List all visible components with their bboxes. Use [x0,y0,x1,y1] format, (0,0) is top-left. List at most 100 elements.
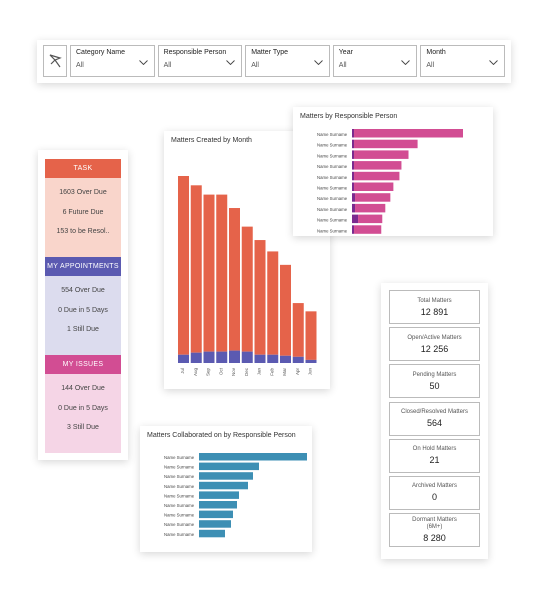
kpi-value: 12 891 [420,306,449,317]
x-tick-label: Mar [282,367,287,375]
kpi-label: Pending Matters [412,371,457,378]
issue-item[interactable]: 0 Due in 5 Days [58,404,108,412]
bar-segment [203,351,215,363]
bar [199,491,239,499]
x-tick-label: Sep [206,368,211,377]
bar [199,529,225,538]
kpi-archived-matters[interactable]: Archived Matters 0 [389,475,480,510]
matters-collaborated-chart: Matters Collaborated on by Responsible P… [140,426,312,552]
bar-segment [216,194,228,352]
filter-value: All [251,62,259,69]
task-header[interactable]: TASK [45,159,121,178]
kpi-value: 50 [429,380,440,391]
bar-segment [280,355,291,363]
filter-label: Category Name [76,49,126,56]
bar [354,129,463,138]
logo-icon [49,54,62,68]
y-tick-label: Name Surname [317,143,348,148]
kpi-label: Dormant Matters (6M+) [412,517,457,531]
kpi-value: 21 [429,455,440,466]
task-item[interactable]: 1603 Over Due [59,189,107,196]
bar-segment [305,311,317,360]
appointment-item[interactable]: 1 Still Due [67,326,99,333]
filter-label: Responsible Person [163,49,227,56]
bar [354,225,382,234]
y-tick-label: Name Surname [164,513,195,518]
filter-matter-type[interactable]: Matter Type All [245,45,330,77]
matters-by-person-chart: Matters by Responsible Person Name Surna… [293,107,493,236]
x-tick-label: Apr [295,368,300,376]
bar [199,453,307,461]
bar [358,214,383,224]
kpi-label: Total Matters [417,297,452,304]
x-tick-label: Jun [308,368,313,376]
bar [354,161,402,170]
bar [354,182,394,191]
chart-title: Matters by Responsible Person [300,113,398,120]
filter-year[interactable]: Year All [332,45,418,77]
bar-segment [292,356,304,363]
issue-item[interactable]: 3 Still Due [67,424,99,431]
x-tick-label: Dec [244,367,249,376]
bar-segment [203,194,215,352]
filter-month[interactable]: Month All [420,45,505,77]
issues-header[interactable]: MY ISSUES [45,355,121,374]
y-tick-label: Name Surname [317,132,348,137]
bar-segment [254,240,266,355]
filter-category[interactable]: Category Name All [70,45,155,77]
filter-bar: Category Name All Responsible Person All… [37,40,511,83]
task-item[interactable]: 153 to be Resol.. [56,228,110,235]
bar [199,462,259,471]
kpi-dormant-matters[interactable]: Dormant Matters (6M+) 8 280 [389,513,480,548]
kpi-label: Open/Active Matters [407,334,462,341]
collab-chart-svg: Name Surname Name Surname Name Surname Name… [164,453,307,538]
filter-label: Matter Type [251,49,289,56]
chart-title: Matters Created by Month [171,137,252,144]
x-tick-label: Jul [180,368,185,374]
app-logo [43,45,67,77]
kpi-closed-matters[interactable]: Closed/Resolved Matters 564 [389,401,480,436]
appointment-item[interactable]: 0 Due in 5 Days [58,306,108,314]
x-tick-label: Oct [218,367,223,375]
kpi-total-matters[interactable]: Total Matters 12 891 [389,290,480,324]
y-tick-label: Name Surname [164,474,195,479]
filter-value: All [338,62,347,69]
bar-segment [190,185,202,353]
bar-segment [241,226,253,352]
kpi-pending-matters[interactable]: Pending Matters 50 [389,364,480,399]
bar [199,501,237,509]
filter-value: All [163,62,172,69]
task-item[interactable]: 6 Future Due [62,208,104,216]
chevron-down-icon [313,60,323,65]
filter-value: All [76,62,84,69]
kpi-label: On Hold Matters [412,446,457,453]
chevron-down-icon [226,60,236,65]
bar [199,481,248,490]
filter-label: Month [426,49,446,56]
kpi-on-hold-matters[interactable]: On Hold Matters 21 [389,438,480,473]
y-tick-label: Name Surname [164,484,195,489]
bar [355,203,386,213]
appointments-section: 554 Over Due 0 Due in 5 Days 1 Still Due [45,276,121,355]
appointments-header[interactable]: MY APPOINTMENTS [45,257,121,276]
y-tick-label: Name Surname [317,218,348,223]
bar [355,193,391,202]
bar-segment [292,303,304,357]
bar [352,139,355,149]
x-tick-label: Nov [231,367,236,376]
bar-segment [229,350,240,363]
bar [352,171,355,181]
issues-section: 144 Over Due 0 Due in 5 Days 3 Still Due [45,374,121,453]
kpi-value: 0 [431,492,437,503]
appointment-item[interactable]: 554 Over Due [61,287,105,294]
chart-title: Matters Collaborated on by Responsible P… [147,432,296,439]
bar-segment [178,354,189,363]
matters-by-month-chart: Matters Created by Month Jul Aug Sep Oct Nov… [164,131,330,389]
issue-item[interactable]: 144 Over Due [61,385,105,392]
kpi-open-matters[interactable]: Open/Active Matters 12 256 [389,327,480,362]
bar [352,214,359,224]
bar [354,139,418,149]
chevron-down-icon [489,60,498,65]
bar [199,510,233,519]
filter-responsible-person[interactable]: Responsible Person All [157,45,243,77]
